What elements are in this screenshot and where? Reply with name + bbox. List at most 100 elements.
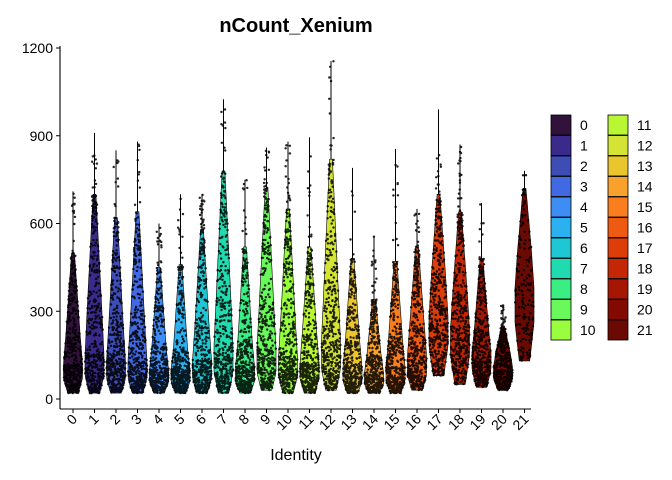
jitter-points-6 (191, 193, 213, 395)
legend-label-3: 3 (580, 179, 588, 195)
legend-swatch-5 (550, 217, 572, 238)
legend-item-21: 21 (607, 319, 653, 341)
legend-swatch-7 (550, 258, 572, 279)
violin-group-10 (277, 141, 299, 395)
violin-group-20 (492, 304, 514, 392)
legend-swatch-11 (607, 114, 629, 136)
jitter-points-10 (277, 144, 299, 395)
x-tick-label-1: 1 (85, 411, 102, 428)
legend-label-11: 11 (637, 117, 652, 133)
legend-item-18: 18 (607, 258, 653, 279)
jitter-points-12 (320, 60, 342, 392)
legend-label-4: 4 (580, 199, 588, 215)
jitter-points-18 (449, 145, 471, 386)
violin-group-0 (62, 191, 84, 395)
violin-group-5 (170, 194, 192, 395)
legend-swatch-14 (607, 176, 629, 197)
legend-label-8: 8 (580, 281, 588, 297)
violin-group-11 (298, 137, 321, 395)
x-tick-label-14: 14 (359, 411, 381, 433)
x-tick-label-21: 21 (509, 411, 531, 433)
legend-item-3: 3 (550, 176, 588, 197)
legend-swatch-2 (550, 155, 572, 177)
violin-group-4 (148, 223, 170, 395)
x-tick-label-0: 0 (63, 411, 80, 428)
x-tick-label-16: 16 (402, 411, 424, 433)
x-tick-label-2: 2 (106, 411, 123, 428)
jitter-points-9 (256, 149, 278, 392)
x-tick-label-19: 19 (466, 411, 488, 433)
legend-label-9: 9 (580, 302, 588, 318)
legend-item-14: 14 (607, 176, 653, 197)
legend-item-8: 8 (550, 278, 588, 300)
legend-item-16: 16 (607, 217, 653, 238)
legend-label-16: 16 (637, 220, 653, 236)
legend-swatch-17 (607, 237, 629, 259)
x-axis: 0 1 2 3 4 5 6 7 8 9 10 11 12 13 14 15 16 17 18 19 20 21 (60, 408, 532, 433)
y-tick-label-300: 300 (30, 303, 54, 319)
legend-swatch-16 (607, 217, 629, 238)
jitter-points-11 (298, 155, 321, 395)
y-tick-label-0: 0 (45, 391, 53, 407)
x-tick-label-11: 11 (295, 411, 317, 433)
legend-swatch-18 (607, 258, 629, 279)
legend-item-20: 20 (607, 299, 653, 320)
x-tick-label-3: 3 (128, 411, 145, 428)
legend-label-15: 15 (637, 199, 653, 215)
legend-label-7: 7 (580, 261, 588, 277)
legend-item-4: 4 (550, 196, 588, 218)
jitter-points-15 (384, 163, 407, 395)
violin-group-16 (406, 208, 428, 392)
legend-label-0: 0 (580, 117, 588, 133)
y-axis: 0 300 600 900 1200 (22, 40, 61, 409)
legend-swatch-12 (607, 135, 629, 156)
x-tick-label-17: 17 (423, 411, 445, 433)
violin-group-1 (83, 132, 106, 395)
legend-item-6: 6 (550, 237, 588, 259)
jitter-points-8 (234, 179, 256, 395)
jitter-points-13 (342, 190, 364, 395)
x-axis-title: Identity (270, 447, 322, 464)
jitter-points-21 (514, 174, 535, 362)
jitter-points-0 (62, 192, 84, 395)
violin-group-17 (428, 109, 450, 377)
jitter-points-14 (363, 235, 385, 395)
jitter-points-3 (126, 143, 149, 395)
jitter-points-1 (83, 154, 106, 395)
x-tick-label-6: 6 (192, 411, 209, 428)
violin-group-6 (191, 193, 213, 395)
violin-group-18 (449, 144, 471, 386)
legend-item-12: 12 (607, 135, 653, 156)
legend-item-15: 15 (607, 196, 653, 218)
plot-area (62, 60, 535, 395)
jitter-points-19 (470, 203, 492, 389)
legend-swatch-20 (607, 299, 629, 320)
violin-group-9 (256, 147, 278, 392)
chart-title: nCount_Xenium (219, 15, 372, 37)
x-tick-label-8: 8 (235, 411, 252, 428)
x-tick-label-18: 18 (445, 411, 467, 433)
x-tick-label-12: 12 (316, 411, 338, 433)
violin-group-7 (213, 99, 235, 395)
legend-label-1: 1 (580, 138, 588, 154)
legend-item-0: 0 (550, 114, 588, 136)
jitter-points-7 (213, 108, 235, 395)
violin-group-8 (234, 179, 256, 395)
legend-swatch-1 (550, 135, 572, 156)
violin-group-2 (105, 150, 127, 394)
jitter-points-4 (148, 226, 170, 395)
jitter-points-2 (105, 159, 127, 394)
x-tick-label-13: 13 (337, 411, 359, 433)
legend-item-9: 9 (550, 299, 588, 320)
jitter-points-16 (406, 212, 428, 392)
y-tick-label-900: 900 (30, 128, 54, 144)
x-tick-label-9: 9 (257, 411, 274, 428)
legend-label-19: 19 (637, 281, 653, 297)
legend-swatch-13 (607, 155, 629, 177)
legend-swatch-4 (550, 196, 572, 218)
violin-body-6 (192, 229, 212, 394)
x-tick-label-20: 20 (488, 411, 510, 433)
legend-item-11: 11 (607, 114, 652, 136)
jitter-points-17 (428, 154, 450, 377)
